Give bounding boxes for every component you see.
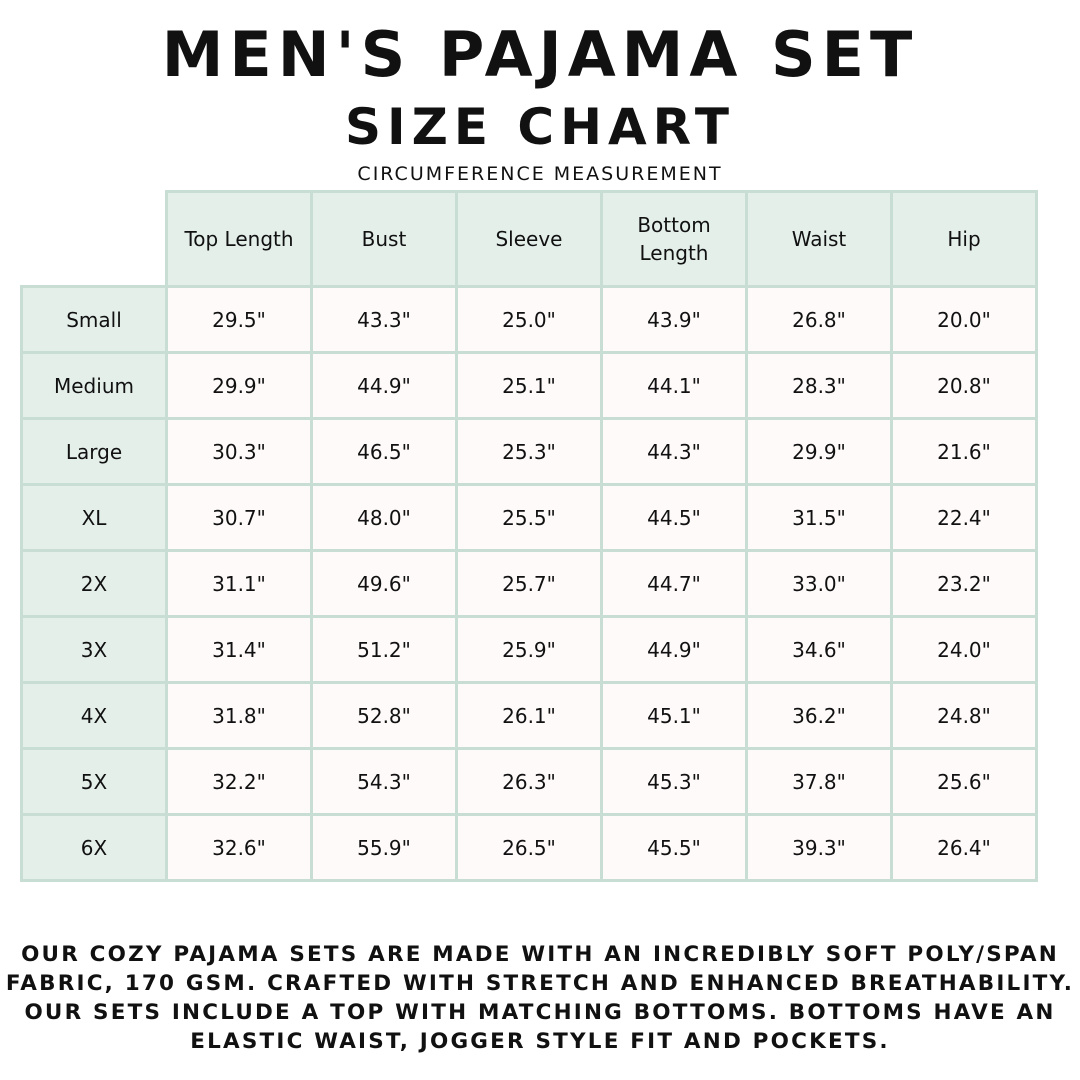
- size-label: 2X: [20, 549, 168, 618]
- measurement-cell: 43.9": [600, 285, 748, 354]
- table-row: XL 30.7" 48.0" 25.5" 44.5" 31.5" 22.4": [20, 483, 1038, 552]
- measurement-cell: 25.3": [455, 417, 603, 486]
- measurement-cell: 23.2": [890, 549, 1038, 618]
- measurement-cell: 33.0": [745, 549, 893, 618]
- size-chart-table: Top Length Bust Sleeve Bottom Length Waist Hi…: [20, 190, 1038, 882]
- measurement-cell: 29.9": [165, 351, 313, 420]
- measurement-cell: 45.5": [600, 813, 748, 882]
- size-label: XL: [20, 483, 168, 552]
- measurement-cell: 34.6": [745, 615, 893, 684]
- measurement-cell: 45.3": [600, 747, 748, 816]
- measurement-cell: 26.5": [455, 813, 603, 882]
- measurement-cell: 44.9": [600, 615, 748, 684]
- measurement-cell: 26.4": [890, 813, 1038, 882]
- measurement-cell: 44.5": [600, 483, 748, 552]
- measurement-cell: 25.5": [455, 483, 603, 552]
- measurement-cell: 44.9": [310, 351, 458, 420]
- measurement-cell: 44.1": [600, 351, 748, 420]
- column-header: Top Length: [165, 190, 313, 288]
- size-label: 4X: [20, 681, 168, 750]
- product-description: Our cozy pajama sets are made with an in…: [5, 942, 1075, 1054]
- measurement-cell: 32.6": [165, 813, 313, 882]
- column-header: Sleeve: [455, 190, 603, 288]
- measurement-cell: 22.4": [890, 483, 1038, 552]
- measurement-cell: 30.7": [165, 483, 313, 552]
- measurement-cell: 46.5": [310, 417, 458, 486]
- measurement-cell: 32.2": [165, 747, 313, 816]
- table-row: 6X 32.6" 55.9" 26.5" 45.5" 39.3" 26.4": [20, 813, 1038, 882]
- measurement-cell: 37.8": [745, 747, 893, 816]
- measurement-cell: 24.0": [890, 615, 1038, 684]
- table-row: 5X 32.2" 54.3" 26.3" 45.3" 37.8" 25.6": [20, 747, 1038, 816]
- measurement-cell: 31.1": [165, 549, 313, 618]
- measurement-cell: 36.2": [745, 681, 893, 750]
- measurement-cell: 30.3": [165, 417, 313, 486]
- column-header: Waist: [745, 190, 893, 288]
- measurement-cell: 31.8": [165, 681, 313, 750]
- table-row: Large 30.3" 46.5" 25.3" 44.3" 29.9" 21.6": [20, 417, 1038, 486]
- table-row: 2X 31.1" 49.6" 25.7" 44.7" 33.0" 23.2": [20, 549, 1038, 618]
- table-row: Small 29.5" 43.3" 25.0" 43.9" 26.8" 20.0": [20, 285, 1038, 354]
- measurement-cell: 21.6": [890, 417, 1038, 486]
- table-row: Medium 29.9" 44.9" 25.1" 44.1" 28.3" 20.8": [20, 351, 1038, 420]
- measurement-cell: 25.9": [455, 615, 603, 684]
- measurement-cell: 31.4": [165, 615, 313, 684]
- measurement-cell: 51.2": [310, 615, 458, 684]
- column-header: Bottom Length: [600, 190, 748, 288]
- measurement-cell: 24.8": [890, 681, 1038, 750]
- measurement-cell: 52.8": [310, 681, 458, 750]
- table-row: 4X 31.8" 52.8" 26.1" 45.1" 36.2" 24.8": [20, 681, 1038, 750]
- size-label: Medium: [20, 351, 168, 420]
- measurement-caption: CIRCUMFERENCE MEASUREMENT: [357, 163, 723, 185]
- column-header: Hip: [890, 190, 1038, 288]
- measurement-cell: 54.3": [310, 747, 458, 816]
- measurement-cell: 44.7": [600, 549, 748, 618]
- measurement-cell: 45.1": [600, 681, 748, 750]
- page-title: MEN'S PAJAMA SET: [161, 18, 919, 91]
- size-label: Large: [20, 417, 168, 486]
- measurement-cell: 26.1": [455, 681, 603, 750]
- measurement-cell: 29.5": [165, 285, 313, 354]
- measurement-cell: 25.1": [455, 351, 603, 420]
- measurement-cell: 48.0": [310, 483, 458, 552]
- size-label: Small: [20, 285, 168, 354]
- column-header: Bust: [310, 190, 458, 288]
- measurement-cell: 31.5": [745, 483, 893, 552]
- measurement-cell: 25.0": [455, 285, 603, 354]
- measurement-cell: 25.7": [455, 549, 603, 618]
- measurement-cell: 39.3": [745, 813, 893, 882]
- page-subtitle: SIZE CHART: [344, 98, 736, 156]
- measurement-cell: 55.9": [310, 813, 458, 882]
- corner-cell: [21, 191, 168, 288]
- measurement-cell: 25.6": [890, 747, 1038, 816]
- measurement-cell: 20.8": [890, 351, 1038, 420]
- measurement-cell: 20.0": [890, 285, 1038, 354]
- header-row: Top Length Bust Sleeve Bottom Length Waist Hi…: [21, 190, 1038, 288]
- measurement-cell: 28.3": [745, 351, 893, 420]
- measurement-cell: 44.3": [600, 417, 748, 486]
- size-label: 5X: [20, 747, 168, 816]
- measurement-cell: 43.3": [310, 285, 458, 354]
- table-row: 3X 31.4" 51.2" 25.9" 44.9" 34.6" 24.0": [20, 615, 1038, 684]
- measurement-cell: 49.6": [310, 549, 458, 618]
- size-label: 3X: [20, 615, 168, 684]
- size-label: 6X: [20, 813, 168, 882]
- measurement-cell: 29.9": [745, 417, 893, 486]
- measurement-cell: 26.8": [745, 285, 893, 354]
- measurement-cell: 26.3": [455, 747, 603, 816]
